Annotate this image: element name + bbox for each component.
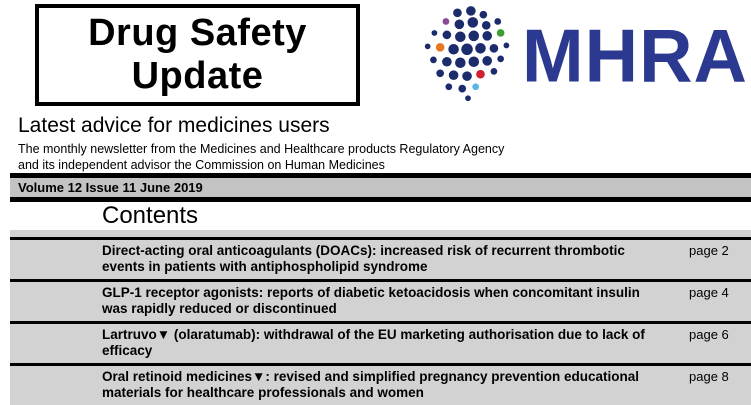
- divider-bar-top: [10, 173, 751, 178]
- mhra-dots-icon: [424, 6, 510, 102]
- tagline: Latest advice for medicines users: [18, 114, 330, 137]
- contents-heading: Contents: [102, 202, 199, 229]
- volume-issue-bar: Volume 12 Issue 11 June 2019: [10, 178, 751, 197]
- toc-item-page: page 6: [689, 327, 729, 342]
- masthead: Drug Safety Update: [0, 0, 751, 110]
- mhra-logo: MHRA: [420, 4, 748, 108]
- description-line1: The monthly newsletter from the Medicine…: [18, 142, 505, 156]
- toc-item-lartruvo[interactable]: Lartruvo▼ (olaratumab): withdrawal of th…: [10, 321, 751, 363]
- mhra-logo-text: MHRA: [522, 13, 748, 98]
- masthead-title-line1: Drug Safety: [88, 11, 307, 54]
- toc-item-title: Oral retinoid medicines▼: revised and si…: [102, 369, 639, 400]
- toc-item-page: page 2: [689, 243, 729, 258]
- toc-item-title: Lartruvo▼ (olaratumab): withdrawal of th…: [102, 327, 645, 358]
- newsletter-description: The monthly newsletter from the Medicine…: [18, 141, 751, 173]
- toc-item-title: GLP-1 receptor agonists: reports of diab…: [102, 285, 640, 316]
- toc-item-glp1[interactable]: GLP-1 receptor agonists: reports of diab…: [10, 279, 751, 321]
- masthead-title-line2: Update: [131, 55, 264, 97]
- masthead-title-box: Drug Safety Update: [35, 4, 360, 106]
- toc-item-page: page 4: [689, 285, 729, 300]
- toc-item-oral-retinoids[interactable]: Oral retinoid medicines▼: revised and si…: [10, 363, 751, 405]
- table-of-contents: Direct-acting oral anticoagulants (DOACs…: [10, 237, 751, 405]
- description-line2: and its independent advisor the Commissi…: [18, 158, 385, 172]
- toc-item-title: Direct-acting oral anticoagulants (DOACs…: [102, 243, 625, 274]
- divider-bar-mid: [10, 197, 751, 202]
- toc-item-doacs[interactable]: Direct-acting oral anticoagulants (DOACs…: [10, 237, 751, 279]
- contents-top-band: [10, 230, 751, 237]
- toc-item-page: page 8: [689, 369, 729, 384]
